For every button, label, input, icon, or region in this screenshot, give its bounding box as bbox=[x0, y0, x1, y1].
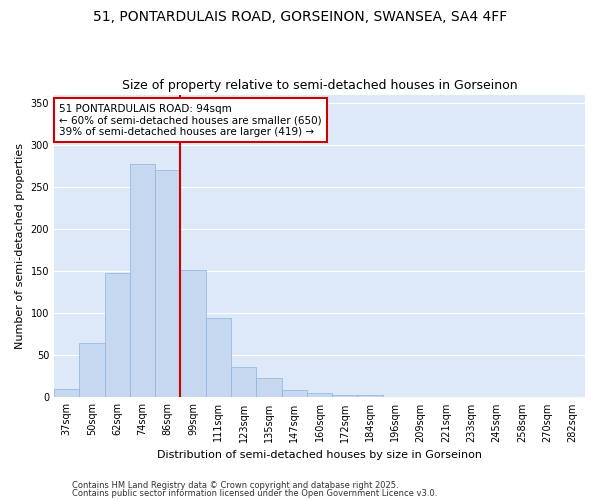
Bar bbox=[332, 395, 358, 398]
Text: Contains public sector information licensed under the Open Government Licence v3: Contains public sector information licen… bbox=[72, 488, 437, 498]
Bar bbox=[358, 395, 383, 398]
Bar bbox=[79, 342, 104, 398]
Text: Contains HM Land Registry data © Crown copyright and database right 2025.: Contains HM Land Registry data © Crown c… bbox=[72, 481, 398, 490]
Text: 51, PONTARDULAIS ROAD, GORSEINON, SWANSEA, SA4 4FF: 51, PONTARDULAIS ROAD, GORSEINON, SWANSE… bbox=[93, 10, 507, 24]
Bar bbox=[509, 396, 535, 398]
Y-axis label: Number of semi-detached properties: Number of semi-detached properties bbox=[15, 143, 25, 349]
Bar bbox=[130, 164, 155, 398]
Bar bbox=[231, 367, 256, 398]
Bar bbox=[281, 390, 307, 398]
Bar bbox=[383, 396, 408, 398]
Text: 51 PONTARDULAIS ROAD: 94sqm
← 60% of semi-detached houses are smaller (650)
39% : 51 PONTARDULAIS ROAD: 94sqm ← 60% of sem… bbox=[59, 104, 322, 137]
Bar bbox=[54, 389, 79, 398]
Bar bbox=[181, 270, 206, 398]
Title: Size of property relative to semi-detached houses in Gorseinon: Size of property relative to semi-detach… bbox=[122, 79, 517, 92]
Bar bbox=[256, 378, 281, 398]
X-axis label: Distribution of semi-detached houses by size in Gorseinon: Distribution of semi-detached houses by … bbox=[157, 450, 482, 460]
Bar bbox=[560, 396, 585, 398]
Bar bbox=[307, 393, 332, 398]
Bar bbox=[155, 170, 181, 398]
Bar bbox=[206, 318, 231, 398]
Bar bbox=[104, 273, 130, 398]
